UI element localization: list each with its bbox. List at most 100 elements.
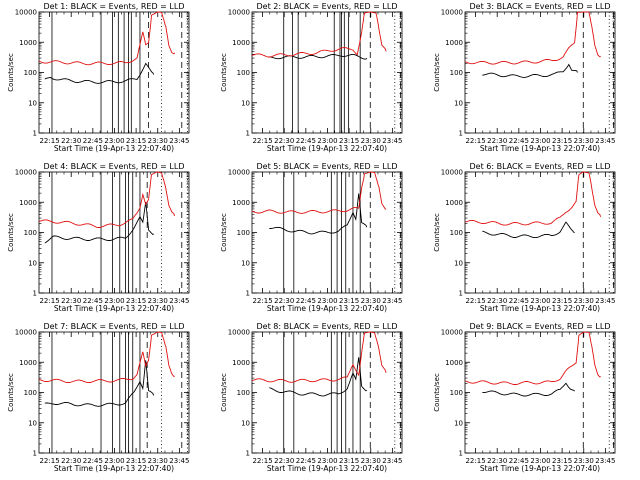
y-tick-label: 100 bbox=[24, 69, 37, 77]
y-axis-label: Counts/sec bbox=[220, 373, 228, 412]
x-tick-label: 23:00 bbox=[530, 457, 550, 465]
x-tick-label: 23:00 bbox=[530, 297, 550, 305]
x-axis-label: Start Time (19-Apr-13 22:07:40) bbox=[480, 304, 600, 313]
y-axis-label: Counts/sec bbox=[433, 373, 441, 412]
x-tick-label: 23:45 bbox=[595, 137, 615, 145]
x-tick-label: 22:15 bbox=[465, 137, 485, 145]
series-events bbox=[482, 382, 575, 397]
y-tick-label: 10000 bbox=[228, 329, 250, 337]
x-tick-label: 23:45 bbox=[169, 137, 189, 145]
series-events bbox=[269, 357, 367, 397]
x-axis-label: Start Time (19-Apr-13 22:07:40) bbox=[267, 144, 387, 153]
series-events bbox=[269, 193, 368, 235]
panel-det-9: Det 9: BLACK = Events, RED = LLD 1 10 100 10… bbox=[433, 322, 615, 473]
y-tick-label: 100 bbox=[450, 69, 463, 77]
y-tick-label: 1000 bbox=[19, 359, 37, 367]
x-tick-label: 23:15 bbox=[126, 457, 146, 465]
panel-det-7: Det 7: BLACK = Events, RED = LLD 1 10 100 10… bbox=[7, 322, 189, 473]
y-tick-label: 10000 bbox=[441, 169, 463, 177]
y-tick-label: 10 bbox=[241, 259, 250, 267]
x-tick-label: 23:00 bbox=[104, 297, 124, 305]
y-tick-label: 100 bbox=[24, 389, 37, 397]
x-tick-label: 23:30 bbox=[574, 137, 594, 145]
series-lld bbox=[464, 331, 601, 385]
panel-det-3: Det 3: BLACK = Events, RED = LLD 1 10 100 10… bbox=[433, 2, 615, 153]
x-tick-label: 23:15 bbox=[339, 297, 359, 305]
y-tick-label: 1 bbox=[246, 450, 250, 458]
y-tick-label: 1 bbox=[33, 450, 37, 458]
x-tick-label: 23:00 bbox=[530, 137, 550, 145]
y-axis-label: Counts/sec bbox=[433, 213, 441, 252]
panel-title: Det 6: BLACK = Events, RED = LLD bbox=[470, 162, 611, 171]
series-lld bbox=[38, 171, 176, 228]
y-tick-label: 1 bbox=[246, 290, 250, 298]
y-tick-label: 1 bbox=[33, 130, 37, 138]
x-tick-label: 23:45 bbox=[169, 457, 189, 465]
panel-det-8: Det 8: BLACK = Events, RED = LLD 1 10 100 10… bbox=[220, 322, 402, 473]
panel-title: Det 7: BLACK = Events, RED = LLD bbox=[44, 322, 185, 331]
x-tick-label: 22:45 bbox=[296, 137, 316, 145]
series-events bbox=[482, 63, 578, 78]
panel-title: Det 2: BLACK = Events, RED = LLD bbox=[257, 2, 398, 11]
x-tick-label: 22:45 bbox=[83, 297, 103, 305]
x-tick-label: 23:15 bbox=[339, 137, 359, 145]
y-tick-label: 100 bbox=[237, 69, 250, 77]
x-tick-label: 23:15 bbox=[552, 137, 572, 145]
y-axis-label: Counts/sec bbox=[433, 53, 441, 92]
x-tick-label: 22:15 bbox=[39, 457, 59, 465]
y-tick-label: 1 bbox=[459, 290, 463, 298]
x-tick-label: 22:30 bbox=[61, 457, 81, 465]
x-tick-label: 23:30 bbox=[361, 457, 381, 465]
y-tick-label: 1000 bbox=[445, 359, 463, 367]
x-tick-label: 23:45 bbox=[382, 137, 402, 145]
series-lld bbox=[251, 171, 387, 214]
x-tick-label: 22:45 bbox=[296, 457, 316, 465]
panel-title: Det 4: BLACK = Events, RED = LLD bbox=[44, 162, 185, 171]
x-tick-label: 23:15 bbox=[126, 137, 146, 145]
y-tick-label: 10000 bbox=[441, 329, 463, 337]
y-tick-label: 1 bbox=[33, 290, 37, 298]
y-tick-label: 1000 bbox=[19, 199, 37, 207]
x-tick-label: 23:30 bbox=[148, 297, 168, 305]
y-axis-label: Counts/sec bbox=[220, 53, 228, 92]
x-tick-label: 22:30 bbox=[61, 297, 81, 305]
y-tick-label: 1000 bbox=[232, 359, 250, 367]
x-tick-label: 22:15 bbox=[39, 297, 59, 305]
series-events bbox=[269, 53, 368, 60]
y-tick-label: 1 bbox=[459, 450, 463, 458]
x-axis-label: Start Time (19-Apr-13 22:07:40) bbox=[267, 464, 387, 473]
x-tick-label: 23:30 bbox=[148, 137, 168, 145]
x-tick-label: 22:15 bbox=[465, 457, 485, 465]
series-lld bbox=[251, 331, 387, 383]
series-events bbox=[44, 360, 155, 407]
panel-det-1: Det 1: BLACK = Events, RED = LLD 1 10 100 10… bbox=[7, 2, 189, 153]
y-axis-label: Counts/sec bbox=[7, 213, 15, 252]
y-tick-label: 10 bbox=[241, 419, 250, 427]
x-tick-label: 22:30 bbox=[487, 457, 507, 465]
x-tick-label: 22:30 bbox=[274, 457, 294, 465]
y-tick-label: 100 bbox=[24, 229, 37, 237]
series-events bbox=[44, 201, 154, 244]
x-tick-label: 22:45 bbox=[296, 297, 316, 305]
x-tick-label: 22:15 bbox=[39, 137, 59, 145]
x-tick-label: 22:30 bbox=[274, 137, 294, 145]
series-lld bbox=[38, 331, 175, 384]
y-tick-label: 1000 bbox=[19, 39, 37, 47]
x-tick-label: 22:15 bbox=[465, 297, 485, 305]
y-axis-label: Counts/sec bbox=[7, 53, 15, 92]
y-tick-label: 100 bbox=[450, 389, 463, 397]
x-axis-label: Start Time (19-Apr-13 22:07:40) bbox=[54, 304, 174, 313]
series-lld bbox=[251, 11, 387, 58]
x-tick-label: 23:30 bbox=[574, 457, 594, 465]
y-tick-label: 10 bbox=[28, 419, 37, 427]
y-tick-label: 10 bbox=[454, 259, 463, 267]
series-events bbox=[482, 221, 575, 239]
panel-title: Det 3: BLACK = Events, RED = LLD bbox=[470, 2, 611, 11]
y-tick-label: 1 bbox=[459, 130, 463, 138]
y-tick-label: 100 bbox=[450, 229, 463, 237]
x-tick-label: 23:30 bbox=[361, 297, 381, 305]
x-tick-label: 23:00 bbox=[317, 457, 337, 465]
y-tick-label: 10 bbox=[454, 99, 463, 107]
y-tick-label: 1000 bbox=[445, 199, 463, 207]
